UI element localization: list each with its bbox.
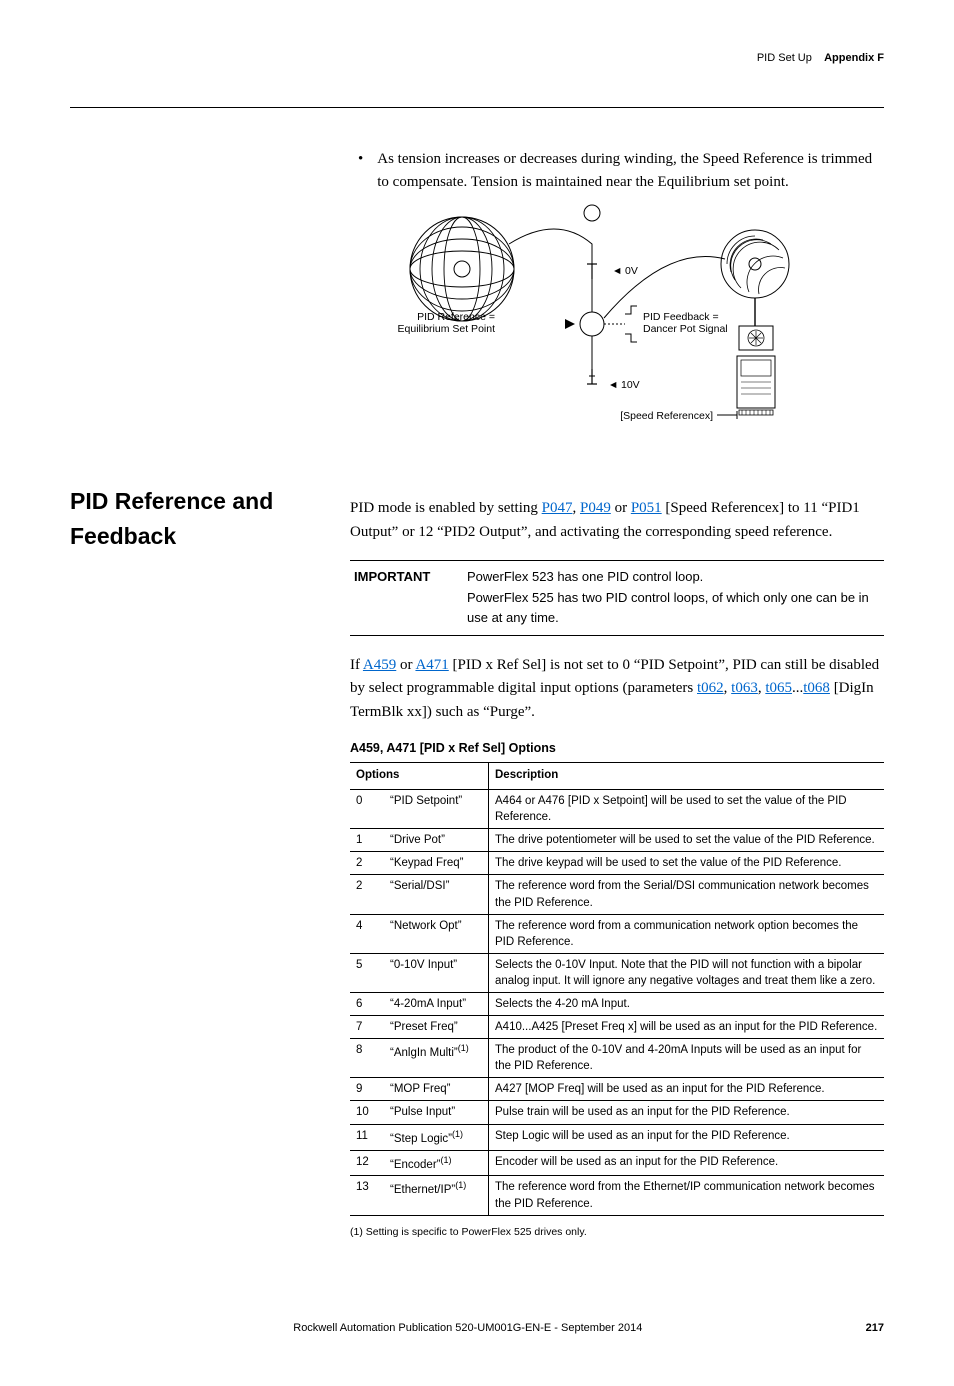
link-a471[interactable]: A471: [415, 657, 448, 673]
svg-text:◄: ◄: [608, 379, 618, 391]
footer-page-number: 217: [866, 1320, 884, 1337]
page-header: PID Set Up Appendix F: [70, 50, 884, 67]
table-row: 0“PID Setpoint”A464 or A476 [PID x Setpo…: [350, 790, 884, 829]
header-left: PID Set Up: [757, 52, 812, 64]
page-footer: Rockwell Automation Publication 520-UM00…: [70, 1320, 884, 1337]
svg-text:Dancer Pot Signal: Dancer Pot Signal: [643, 323, 728, 335]
link-t068[interactable]: t068: [803, 680, 830, 696]
table-footnote: (1) Setting is specific to PowerFlex 525…: [350, 1224, 884, 1240]
table-row: 10“Pulse Input”Pulse train will be used …: [350, 1101, 884, 1124]
link-t065[interactable]: t065: [765, 680, 792, 696]
table-row: 9“MOP Freq”A427 [MOP Freq] will be used …: [350, 1078, 884, 1101]
link-t063[interactable]: t063: [731, 680, 758, 696]
svg-text:PID Feedback =: PID Feedback =: [643, 311, 719, 323]
table-title: A459, A471 [PID x Ref Sel] Options: [350, 739, 884, 758]
intro-paragraph: PID mode is enabled by setting P047, P04…: [350, 497, 884, 544]
table-row: 12“Encoder”(1)Encoder will be used as an…: [350, 1150, 884, 1176]
table-row: 6“4-20mA Input”Selects the 4-20 mA Input…: [350, 993, 884, 1016]
svg-text:[Speed Referencex]: [Speed Referencex]: [620, 410, 713, 422]
svg-text:◄: ◄: [612, 265, 622, 277]
header-rule: [70, 107, 884, 108]
link-p049[interactable]: P049: [580, 500, 611, 516]
th-options: Options: [350, 763, 489, 790]
important-label: IMPORTANT: [350, 567, 449, 629]
table-row: 7“Preset Freq”A410...A425 [Preset Freq x…: [350, 1016, 884, 1039]
bullet-item: • As tension increases or decreases duri…: [350, 148, 884, 195]
link-p051[interactable]: P051: [631, 500, 662, 516]
winding-diagram: ◄ 0V PID Feedback = Dancer Pot Signal PI…: [350, 204, 884, 447]
table-row: 2“Keypad Freq”The drive keypad will be u…: [350, 852, 884, 875]
footer-publication: Rockwell Automation Publication 520-UM00…: [293, 1320, 642, 1337]
options-table: Options Description 0“PID Setpoint”A464 …: [350, 762, 884, 1215]
section-title: PID Reference and Feedback: [70, 484, 330, 553]
bullet-dot: •: [350, 148, 363, 195]
table-row: 4“Network Opt”The reference word from a …: [350, 914, 884, 953]
svg-text:10V: 10V: [621, 379, 640, 391]
para-ref-sel: If A459 or A471 [PID x Ref Sel] is not s…: [350, 654, 884, 724]
bullet-text: As tension increases or decreases during…: [377, 148, 884, 195]
table-row: 11“Step Logic”(1)Step Logic will be used…: [350, 1124, 884, 1150]
svg-text:0V: 0V: [625, 265, 638, 277]
th-description: Description: [489, 763, 885, 790]
svg-text:Equilibrium Set Point: Equilibrium Set Point: [398, 323, 496, 335]
important-box: IMPORTANT PowerFlex 523 has one PID cont…: [350, 560, 884, 636]
link-a459[interactable]: A459: [363, 657, 396, 673]
svg-text:PID Reference =: PID Reference =: [417, 311, 495, 323]
header-right: Appendix F: [824, 52, 884, 64]
table-row: 8“AnlgIn Multi”(1)The product of the 0-1…: [350, 1039, 884, 1078]
table-row: 2“Serial/DSI”The reference word from the…: [350, 875, 884, 914]
link-t062[interactable]: t062: [697, 680, 724, 696]
table-row: 5“0-10V Input”Selects the 0-10V Input. N…: [350, 953, 884, 992]
important-text: PowerFlex 523 has one PID control loop. …: [467, 567, 884, 629]
link-p047[interactable]: P047: [542, 500, 573, 516]
table-row: 1“Drive Pot”The drive potentiometer will…: [350, 829, 884, 852]
table-row: 13“Ethernet/IP”(1)The reference word fro…: [350, 1176, 884, 1215]
